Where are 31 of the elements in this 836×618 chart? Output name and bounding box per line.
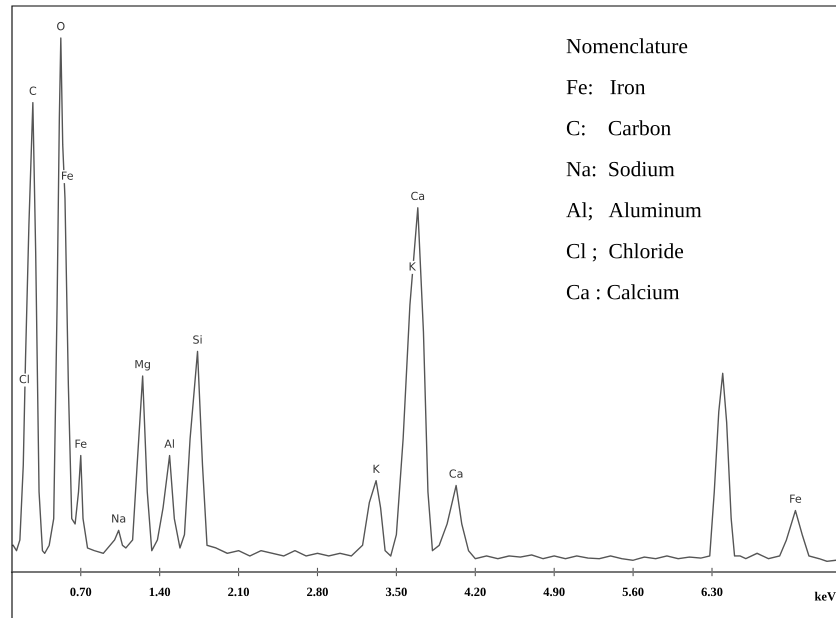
annotation: Cl ; Chloride [566, 243, 684, 262]
annotation: Mg [135, 360, 150, 370]
annotation: Ca [411, 192, 424, 200]
annotation: Cl [20, 374, 29, 384]
annotation: O [57, 22, 65, 30]
annotation: Na [112, 514, 126, 523]
annotation: Al; Aluminum [566, 202, 702, 220]
annotation: Ca : Calcium [566, 284, 680, 300]
annotation: Nomenclature [566, 38, 688, 54]
annotation: Ca [449, 469, 462, 478]
annotation: Fe: Iron [566, 80, 646, 94]
x-axis-title: keV [814, 592, 836, 601]
x-tick-label: 5.60 [622, 588, 644, 596]
annotation: C: Carbon [566, 120, 671, 136]
annotation: Fe [76, 440, 86, 448]
annotation: C [30, 86, 36, 95]
x-tick-label: 4.20 [464, 588, 486, 596]
annotation: Fe [62, 172, 73, 180]
x-tick-label: 1.40 [150, 588, 170, 596]
x-tick-label: 3.50 [386, 588, 407, 596]
annotation: Na: Sodium [566, 161, 674, 176]
annotation: Al [164, 439, 174, 448]
x-tick-label: 6.30 [701, 588, 722, 596]
x-tick-label: 2.10 [228, 588, 250, 596]
annotation: K [374, 464, 380, 473]
x-tick-label: 4.90 [543, 588, 565, 596]
annotation: Fe [790, 494, 802, 503]
annotation: K [410, 262, 416, 270]
x-tick-label: 0.70 [70, 588, 92, 596]
x-tick-label: 2.80 [307, 588, 328, 596]
annotation: Si [193, 335, 202, 344]
